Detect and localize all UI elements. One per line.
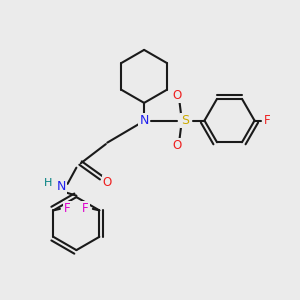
Text: F: F xyxy=(264,114,271,127)
Text: O: O xyxy=(172,89,181,102)
Text: N: N xyxy=(57,180,66,193)
Text: F: F xyxy=(64,202,70,215)
Text: O: O xyxy=(103,176,112,189)
Text: H: H xyxy=(44,178,52,188)
Text: F: F xyxy=(82,202,89,215)
Text: O: O xyxy=(172,139,181,152)
Text: N: N xyxy=(140,114,149,127)
Text: S: S xyxy=(181,114,189,127)
